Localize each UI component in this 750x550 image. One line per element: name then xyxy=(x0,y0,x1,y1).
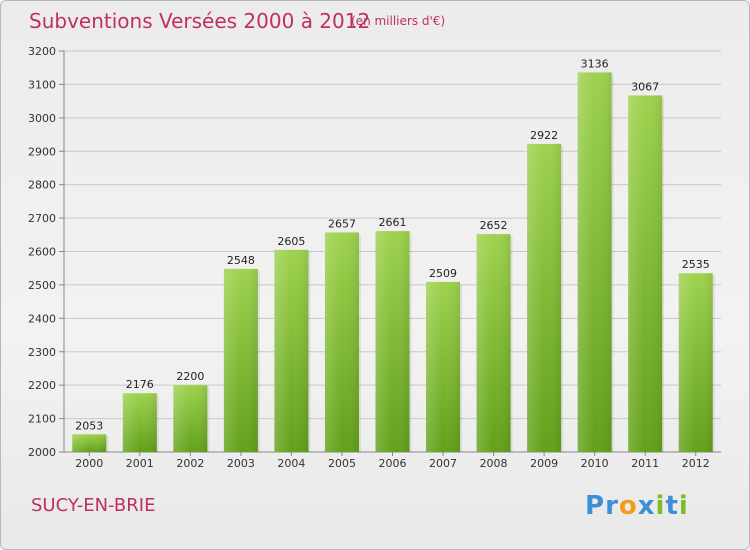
x-tick-label: 2008 xyxy=(480,457,508,470)
bar-highlight xyxy=(476,234,511,452)
x-tick-label: 2011 xyxy=(631,457,659,470)
x-tick-label: 2012 xyxy=(682,457,710,470)
proxiti-logo: Proxiti xyxy=(585,491,689,521)
bar-highlight xyxy=(577,72,612,453)
bar-highlight xyxy=(375,231,410,452)
bar-value-label: 2605 xyxy=(277,235,305,248)
bar-highlight xyxy=(72,434,107,452)
bar-value-label: 2922 xyxy=(530,129,558,142)
x-tick-label: 2009 xyxy=(530,457,558,470)
y-tick-label: 2700 xyxy=(28,212,56,225)
x-tick-label: 2000 xyxy=(75,457,103,470)
y-tick-label: 2800 xyxy=(28,179,56,192)
y-tick-label: 2500 xyxy=(28,279,56,292)
bar-highlight xyxy=(628,95,663,453)
logo-letter: r xyxy=(605,491,619,521)
logo-letter: x xyxy=(637,491,656,521)
bar-highlight xyxy=(223,268,258,452)
y-tick-label: 2600 xyxy=(28,246,56,259)
bar-highlight xyxy=(527,143,562,453)
bar-highlight xyxy=(324,232,359,452)
y-tick-label: 2000 xyxy=(28,446,56,459)
y-tick-label: 2900 xyxy=(28,145,56,158)
commune-name: SUCY-EN-BRIE xyxy=(31,495,156,516)
x-tick-label: 2010 xyxy=(581,457,609,470)
bars: 2053 2176 2200 2548 2605 2657 2661 2509 2652 2922… xyxy=(72,57,715,453)
y-tick-label: 2400 xyxy=(28,312,56,325)
bar-value-label: 3067 xyxy=(631,80,659,93)
bar-value-label: 2176 xyxy=(126,378,154,391)
x-tick-label: 2003 xyxy=(227,457,255,470)
bar-value-label: 2548 xyxy=(227,254,255,267)
bar-value-label: 2200 xyxy=(176,370,204,383)
logo-letter: i xyxy=(655,491,666,521)
y-tick-label: 2200 xyxy=(28,379,56,392)
bar-value-label: 3136 xyxy=(581,57,609,70)
chart-subtitle: (en milliers d'€) xyxy=(351,14,446,28)
bar-highlight xyxy=(122,393,157,452)
x-tick-label: 2007 xyxy=(429,457,457,470)
y-tick-label: 3200 xyxy=(28,45,56,58)
logo-letter: P xyxy=(585,491,606,521)
y-tick-label: 3100 xyxy=(28,78,56,91)
x-tick-label: 2002 xyxy=(176,457,204,470)
x-tick-label: 2005 xyxy=(328,457,356,470)
logo-letter: o xyxy=(618,491,638,521)
bar-highlight xyxy=(678,273,713,452)
x-tick-label: 2001 xyxy=(126,457,154,470)
bar-value-label: 2661 xyxy=(379,216,407,229)
logo-letter: t xyxy=(665,491,679,521)
y-tick-label: 2300 xyxy=(28,346,56,359)
bar-highlight xyxy=(426,281,461,452)
bar-value-label: 2535 xyxy=(682,258,710,271)
chart-title: Subventions Versées 2000 à 2012 xyxy=(29,9,371,33)
y-tick-label: 3000 xyxy=(28,112,56,125)
x-tick-label: 2006 xyxy=(379,457,407,470)
bar-highlight xyxy=(173,385,208,452)
bar-highlight xyxy=(274,249,309,452)
y-tick-label: 2100 xyxy=(28,413,56,426)
y-axis: 2000 2100 2200 2300 2400 2500 2600 2700 2800 2900… xyxy=(28,45,721,459)
x-axis: 2000 2001 2002 2003 2004 2005 2006 2007 2008 2009… xyxy=(75,452,710,470)
x-tick-label: 2004 xyxy=(277,457,305,470)
logo-letter: i xyxy=(678,491,689,521)
bar-value-label: 2657 xyxy=(328,217,356,230)
bar-value-label: 2652 xyxy=(480,219,508,232)
bar-value-label: 2509 xyxy=(429,267,457,280)
bar-value-label: 2053 xyxy=(75,419,103,432)
